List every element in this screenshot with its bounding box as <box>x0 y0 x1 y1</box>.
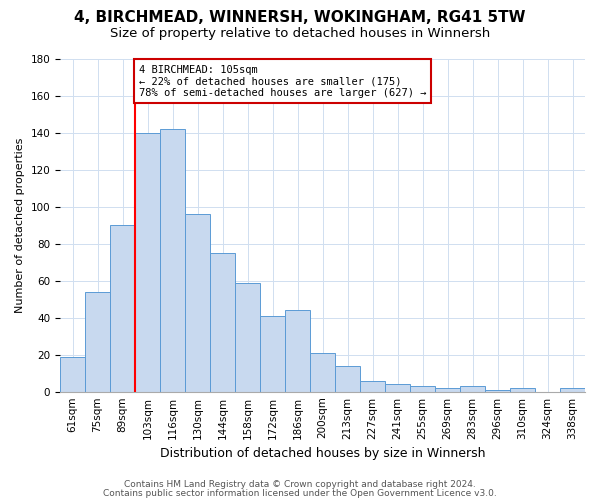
Text: Size of property relative to detached houses in Winnersh: Size of property relative to detached ho… <box>110 28 490 40</box>
Y-axis label: Number of detached properties: Number of detached properties <box>15 138 25 313</box>
Bar <box>460 386 485 392</box>
Bar <box>235 282 260 392</box>
Bar <box>110 226 135 392</box>
Bar <box>285 310 310 392</box>
Bar <box>335 366 360 392</box>
Bar <box>60 356 85 392</box>
Bar <box>310 353 335 392</box>
Bar <box>385 384 410 392</box>
Bar <box>560 388 585 392</box>
Bar <box>160 129 185 392</box>
Bar <box>410 386 435 392</box>
Bar <box>185 214 210 392</box>
X-axis label: Distribution of detached houses by size in Winnersh: Distribution of detached houses by size … <box>160 447 485 460</box>
Text: 4, BIRCHMEAD, WINNERSH, WOKINGHAM, RG41 5TW: 4, BIRCHMEAD, WINNERSH, WOKINGHAM, RG41 … <box>74 10 526 25</box>
Text: 4 BIRCHMEAD: 105sqm
← 22% of detached houses are smaller (175)
78% of semi-detac: 4 BIRCHMEAD: 105sqm ← 22% of detached ho… <box>139 64 426 98</box>
Bar <box>210 253 235 392</box>
Text: Contains HM Land Registry data © Crown copyright and database right 2024.: Contains HM Land Registry data © Crown c… <box>124 480 476 489</box>
Bar <box>435 388 460 392</box>
Bar <box>485 390 510 392</box>
Bar <box>260 316 285 392</box>
Bar <box>85 292 110 392</box>
Bar <box>360 380 385 392</box>
Bar <box>510 388 535 392</box>
Bar <box>135 133 160 392</box>
Text: Contains public sector information licensed under the Open Government Licence v3: Contains public sector information licen… <box>103 488 497 498</box>
